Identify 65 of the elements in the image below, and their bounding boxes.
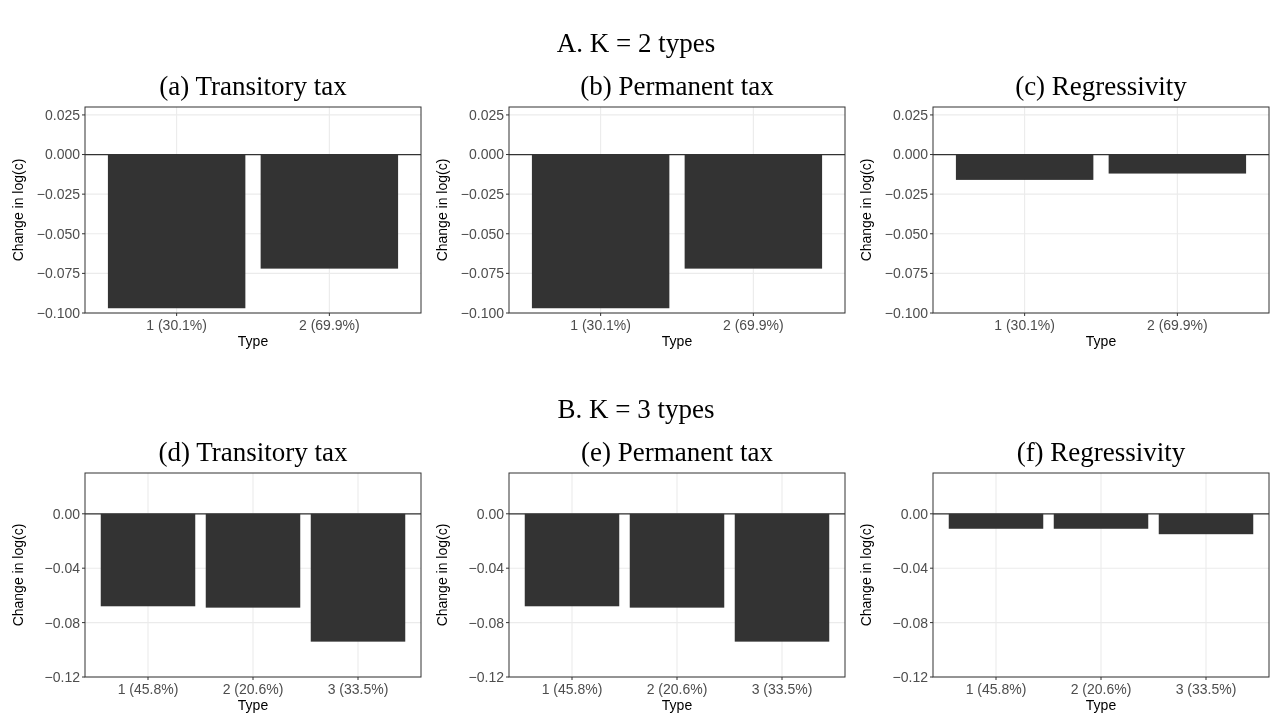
- y-tick-label: −0.050: [460, 225, 505, 242]
- y-tick-label: −0.08: [468, 614, 505, 631]
- x-tick-label: 2 (20.6%): [646, 681, 708, 697]
- text: A. K = 2 types: [556, 28, 716, 58]
- chart-title: (d) Transitory tax: [158, 437, 348, 467]
- x-tick-label: 1 (45.8%): [965, 681, 1027, 697]
- chart-title: (a) Transitory tax: [159, 71, 348, 101]
- y-tick-label: 0.025: [44, 106, 81, 123]
- y-tick-label: −0.08: [892, 614, 929, 631]
- x-axis-title: Type: [237, 333, 269, 349]
- y-tick-label: −0.100: [36, 304, 81, 321]
- x-axis-title: Type: [661, 333, 693, 349]
- y-tick-label: 0.000: [468, 146, 505, 163]
- chart-title: (f) Regressivity: [1016, 437, 1186, 467]
- chart-title: (c) Regressivity: [1015, 71, 1188, 101]
- y-tick-label: −0.025: [884, 186, 929, 203]
- y-tick-label: −0.025: [460, 186, 505, 203]
- x-tick-label: 2 (69.9%): [299, 317, 360, 333]
- y-tick-label: −0.075: [884, 265, 929, 282]
- x-axis-title: Type: [1085, 333, 1117, 349]
- y-tick-label: −0.100: [460, 304, 505, 321]
- y-tick-label: 0.00: [900, 505, 929, 522]
- y-tick-label: 0.000: [44, 146, 81, 163]
- x-tick-label: 3 (33.5%): [751, 681, 813, 697]
- y-tick-label: −0.100: [884, 304, 929, 321]
- x-axis-title: Type: [1085, 697, 1117, 713]
- x-axis-title: Type: [661, 697, 693, 713]
- text: B. K = 3 types: [557, 394, 715, 424]
- y-tick-label: −0.075: [460, 265, 505, 282]
- x-axis-title: Type: [237, 697, 269, 713]
- x-tick-label: 3 (33.5%): [1175, 681, 1237, 697]
- y-tick-label: 0.025: [468, 106, 505, 123]
- y-axis-title: Change in log(c): [10, 158, 26, 262]
- y-tick-label: −0.12: [468, 668, 505, 685]
- y-axis-title: Change in log(c): [858, 523, 874, 627]
- y-tick-label: −0.12: [892, 668, 929, 685]
- x-tick-label: 2 (69.9%): [723, 317, 784, 333]
- x-tick-label: 2 (20.6%): [1070, 681, 1132, 697]
- y-axis-title: Change in log(c): [858, 158, 874, 262]
- y-tick-label: 0.025: [892, 106, 929, 123]
- x-tick-label: 2 (20.6%): [222, 681, 284, 697]
- y-tick-label: −0.12: [44, 668, 81, 685]
- y-tick-label: −0.050: [36, 225, 81, 242]
- x-tick-label: 1 (45.8%): [117, 681, 179, 697]
- x-tick-label: 2 (69.9%): [1147, 317, 1208, 333]
- x-tick-label: 1 (45.8%): [541, 681, 603, 697]
- y-tick-label: −0.04: [44, 560, 81, 577]
- y-axis-title: Change in log(c): [434, 523, 450, 627]
- x-tick-label: 1 (30.1%): [570, 317, 631, 333]
- x-tick-label: 1 (30.1%): [994, 317, 1055, 333]
- y-tick-label: −0.04: [468, 560, 505, 577]
- chart-title: (e) Permanent tax: [581, 437, 774, 467]
- x-tick-label: 1 (30.1%): [146, 317, 207, 333]
- y-tick-label: −0.04: [892, 560, 929, 577]
- x-tick-label: 3 (33.5%): [327, 681, 389, 697]
- y-tick-label: −0.025: [36, 186, 81, 203]
- chart-title: (b) Permanent tax: [580, 71, 775, 101]
- y-tick-label: 0.00: [476, 505, 505, 522]
- y-tick-label: −0.075: [36, 265, 81, 282]
- y-tick-label: 0.000: [892, 146, 929, 163]
- y-tick-label: 0.00: [52, 505, 81, 522]
- y-tick-label: −0.08: [44, 614, 81, 631]
- y-axis-title: Change in log(c): [434, 158, 450, 262]
- y-tick-label: −0.050: [884, 225, 929, 242]
- y-axis-title: Change in log(c): [10, 523, 26, 627]
